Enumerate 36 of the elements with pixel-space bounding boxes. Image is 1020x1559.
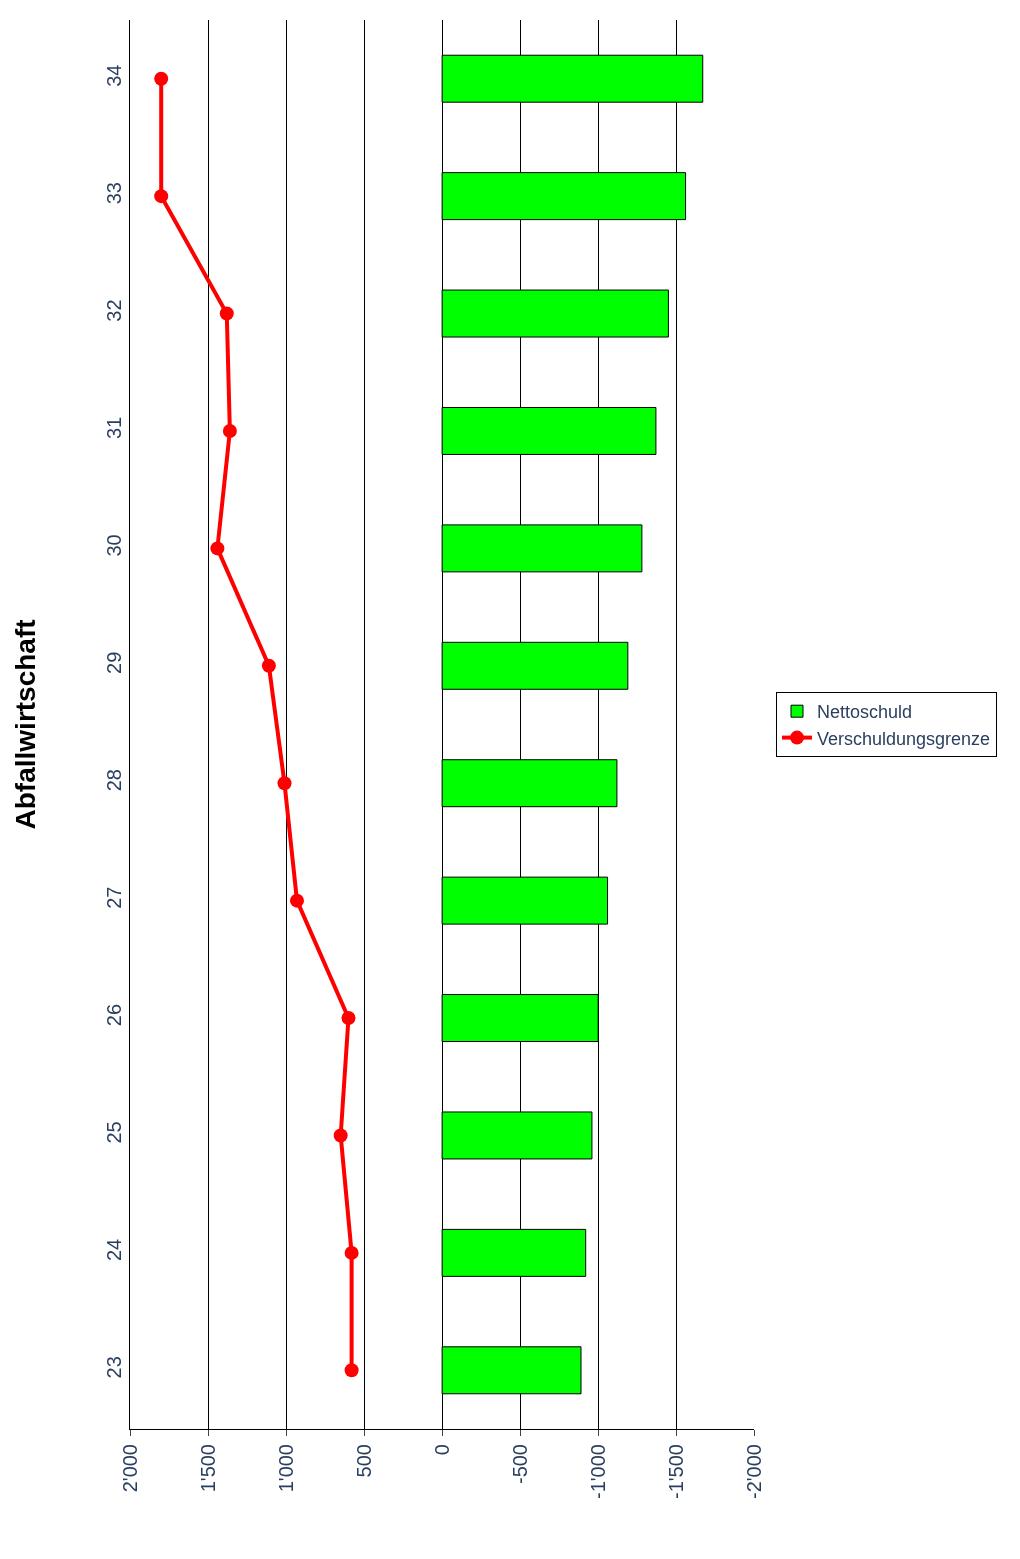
legend-label: Nettoschuld (817, 702, 913, 723)
point (344, 1245, 359, 1260)
y-tick-label: 32 (103, 299, 125, 322)
x-tick-label: 0 (430, 1444, 453, 1456)
point (222, 423, 237, 438)
text: Abfallwirtschaft (10, 619, 42, 830)
x-tick-label: -2'000 (742, 1444, 765, 1499)
point (261, 658, 276, 673)
point (344, 1363, 359, 1378)
y-tick-label: 28 (103, 769, 125, 792)
y-tick-label: 34 (103, 64, 125, 87)
y-tick-label: 30 (103, 534, 125, 557)
y-tick-label: 26 (103, 1003, 125, 1027)
x-tick-label: -1'000 (586, 1444, 609, 1499)
y-tick-label: 31 (103, 416, 125, 440)
point (341, 1011, 356, 1026)
point (154, 189, 169, 204)
point (289, 893, 304, 908)
point (154, 71, 169, 86)
x-tick-label: 1'000 (274, 1444, 297, 1493)
x-tick-label: 2'000 (118, 1444, 141, 1493)
y-tick-label: 24 (103, 1238, 125, 1262)
point (219, 306, 234, 321)
point (210, 541, 225, 556)
legend-label: Verschuldungsgrenze (817, 728, 991, 749)
point (277, 776, 292, 791)
x-tick-label: -1'500 (664, 1444, 687, 1499)
x-tick-label: -500 (508, 1444, 531, 1485)
y-tick-label: 27 (103, 886, 125, 909)
x-tick-label: 1'500 (196, 1444, 219, 1493)
y-tick-label: 23 (103, 1356, 125, 1379)
x-tick-label: 500 (352, 1444, 375, 1478)
y-tick-label: 29 (103, 651, 125, 674)
y-tick-label: 33 (103, 182, 125, 205)
y-tick-label: 25 (103, 1121, 125, 1144)
point (333, 1128, 348, 1143)
